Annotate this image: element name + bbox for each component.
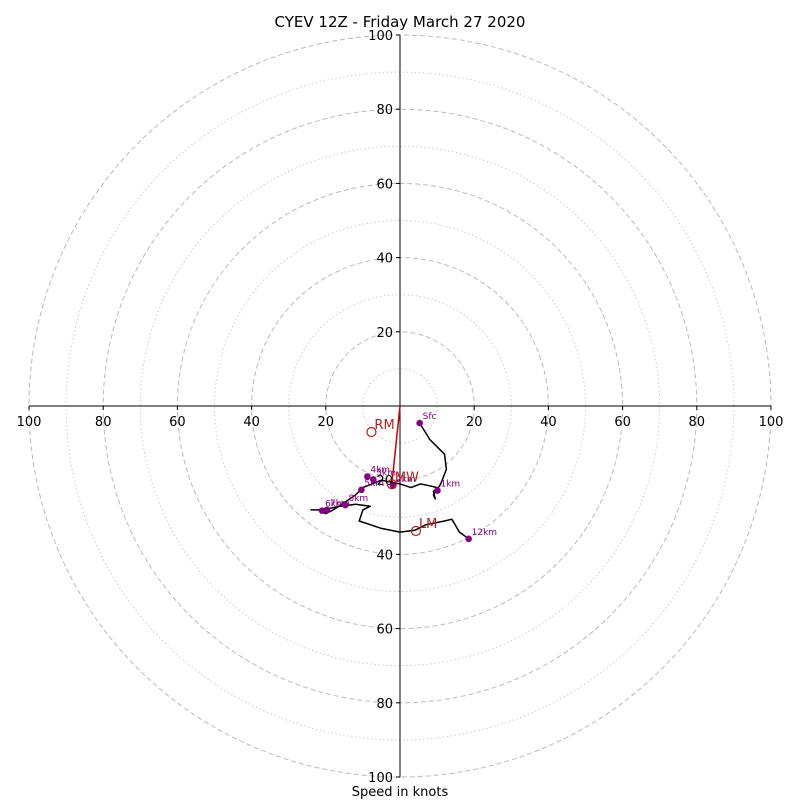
x-tick-label: 60	[169, 415, 186, 430]
height-marker-1km	[434, 487, 441, 494]
x-tick-label: 100	[17, 415, 42, 430]
storm-marker-rm	[366, 426, 377, 438]
height-label-4km: 4km	[370, 465, 390, 475]
shear-vector	[391, 405, 401, 485]
height-label-sfc: Sfc	[423, 412, 437, 422]
height-label-3km: 3km	[376, 468, 396, 478]
storm-label-mw: MW	[395, 470, 419, 485]
y-tick-label: 60	[376, 177, 393, 192]
x-tick-label: 80	[689, 415, 706, 430]
storm-label-lm: LM	[419, 517, 437, 532]
x-tick-label: 20	[318, 415, 335, 430]
height-label-6km: 6km	[325, 500, 345, 510]
x-tick-label: 100	[759, 415, 784, 430]
chart-title: CYEV 12Z - Friday March 27 2020	[275, 13, 526, 31]
height-label-5km: 5km	[364, 479, 384, 489]
height-label-1km: 1km	[440, 480, 460, 490]
height-label-12km: 12km	[472, 528, 497, 538]
y-tick-label: 40	[376, 548, 393, 563]
y-tick-label: 20	[376, 474, 393, 489]
height-marker-7km	[323, 506, 331, 514]
height-marker-5km	[358, 486, 365, 494]
shear-vector-line	[391, 405, 401, 485]
height-marker-4km	[364, 473, 371, 480]
y-tick-label: 40	[376, 252, 393, 267]
y-tick-label: 20	[376, 326, 393, 341]
y-tick-label: 100	[368, 29, 393, 44]
x-tick-label: 60	[614, 415, 631, 430]
height-marker-12km	[465, 535, 472, 543]
height-marker-8km	[342, 501, 349, 509]
height-marker-sfc	[416, 419, 423, 427]
height-marker-6km	[318, 507, 326, 514]
y-tick-label: 100	[368, 771, 393, 786]
height-label-2km: 2km	[396, 475, 416, 485]
height-marker-3km	[369, 476, 377, 483]
y-tick-label: 80	[376, 697, 393, 712]
x-tick-label: 80	[95, 415, 112, 430]
storm-marker-mw	[386, 479, 397, 490]
tick-labels: 100 80 60 40 20 20 40 60 80 100 100 80 60 40 20 20 40 60 8…	[17, 29, 784, 786]
y-tick-label: 80	[376, 103, 393, 118]
storm-marker-lm	[410, 525, 422, 537]
height-label-7km: 7km	[330, 499, 350, 509]
x-tick-label: 40	[243, 415, 260, 430]
storm-label-rm: RM	[374, 418, 394, 433]
x-tick-label: 20	[466, 415, 483, 430]
y-tick-label: 60	[376, 623, 393, 638]
height-label-8km: 8km	[348, 494, 368, 504]
x-axis-label: Speed in knots	[352, 785, 449, 800]
storm-motion-markers: RM LM MW	[366, 418, 437, 537]
x-tick-label: 40	[540, 415, 557, 430]
